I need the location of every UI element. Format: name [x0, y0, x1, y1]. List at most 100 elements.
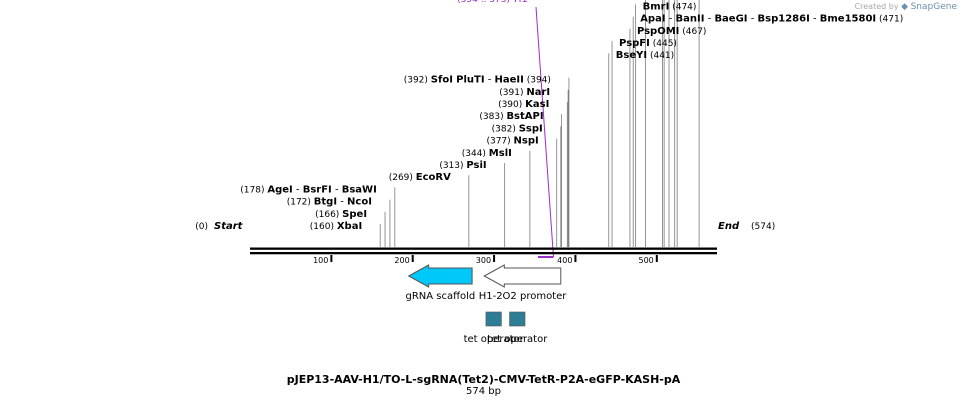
site-name: SpeI — [342, 209, 367, 220]
restriction-site-label: BseYI (441) — [616, 50, 674, 61]
site-position: (474) — [669, 2, 696, 12]
restriction-site-label: (313) PsiI — [439, 160, 486, 171]
site-name: NspI — [514, 136, 539, 147]
ruler-label: 200 — [394, 256, 409, 265]
site-name: PspFI — [619, 38, 650, 49]
feature-arrow — [483, 264, 562, 288]
site-name: MslI — [489, 148, 512, 159]
restriction-site-label: (383) BstAPI — [479, 111, 543, 122]
site-position: (392) — [404, 76, 431, 86]
site-separator: - — [337, 197, 347, 208]
feature-label: gRNA scaffold — [405, 291, 475, 302]
site-name: SspI — [519, 123, 543, 134]
restriction-site-label: (392) SfoI PluTI - HaeII (394) — [404, 75, 551, 86]
site-separator: - — [748, 14, 758, 25]
feature-leader-line — [535, 7, 554, 258]
site-separator: - — [666, 14, 676, 25]
restriction-site-label: (178) AgeI - BsrFI - BsaWI — [240, 184, 377, 195]
site-name: KasI — [525, 99, 549, 110]
site-position: (313) — [439, 161, 466, 171]
sequence-strand-top — [250, 247, 717, 250]
site-position: (391) — [499, 88, 526, 98]
restriction-site-label: (391) NarI — [499, 87, 550, 98]
site-position: (467) — [679, 27, 706, 37]
sequence-strand-bottom — [250, 252, 717, 255]
site-position: (344) — [462, 149, 489, 159]
site-name: ApaI — [640, 14, 665, 25]
restriction-site-label: ApaI - BanII - BaeGI - Bsp1286I - Bme158… — [640, 14, 903, 25]
site-name: AgeI — [267, 184, 292, 195]
site-name: PspOMI — [637, 26, 679, 37]
site-position: (178) — [240, 185, 267, 195]
site-name: Bsp1286I — [758, 14, 810, 25]
site-separator: - — [332, 184, 342, 195]
restriction-site-label: (160) XbaI — [310, 221, 362, 232]
site-name: PluTI — [456, 75, 484, 86]
restriction-site-label: (377) NspI — [486, 136, 538, 147]
site-position: (160) — [310, 222, 337, 232]
site-name: SfoI — [431, 75, 453, 86]
site-separator: - — [485, 75, 495, 86]
site-separator: - — [704, 14, 714, 25]
site-name: BmrI — [643, 1, 670, 12]
site-position: (382) — [492, 124, 519, 134]
restriction-site-label: (166) SpeI — [315, 209, 367, 220]
feature-label: tet operator — [487, 334, 548, 345]
start-position: (0) — [195, 222, 208, 232]
site-name: Bme1580I — [820, 14, 876, 25]
site-name: BsaWI — [342, 184, 377, 195]
plasmid-name: pJEP13-AAV-H1/TO-L-sgRNA(Tet2)-CMV-TetR-… — [286, 373, 681, 386]
feature-arrow — [407, 264, 473, 288]
restriction-site-label: (390) KasI — [498, 99, 549, 110]
site-position: (166) — [315, 210, 342, 220]
feature-name-label: H1 — [514, 0, 528, 5]
ruler-label: 400 — [557, 256, 572, 265]
site-separator: - — [810, 14, 820, 25]
site-position: (390) — [498, 100, 525, 110]
site-name: BsrFI — [303, 184, 332, 195]
restriction-site-label: (269) EcoRV — [389, 172, 451, 183]
site-name: EcoRV — [416, 172, 451, 183]
snapgene-credit: Created by ◆ SnapGene — [855, 2, 957, 12]
site-position: (269) — [389, 173, 416, 183]
site-position: (441) — [647, 51, 674, 61]
ruler-label: 300 — [476, 256, 491, 265]
credit-brand: SnapGene — [910, 2, 957, 12]
site-position: (383) — [479, 112, 506, 122]
restriction-site-label: (344) MslI — [462, 148, 512, 159]
plasmid-length: 574 bp — [466, 386, 501, 397]
feature-label: H1-2O2 promoter — [479, 291, 568, 302]
site-separator: - — [293, 184, 303, 195]
snapgene-logo-icon: ◆ — [901, 2, 909, 12]
site-name: HaeII — [495, 75, 524, 86]
site-name: NarI — [526, 87, 550, 98]
restriction-site-label: (382) SspI — [492, 123, 543, 134]
site-name: PsiI — [466, 160, 486, 171]
restriction-site-label: (172) BtgI - NcoI — [287, 197, 372, 208]
ruler-label: 100 — [313, 256, 328, 265]
site-position: (471) — [876, 15, 903, 25]
restriction-site-label: PspFI (445) — [619, 38, 677, 49]
site-name: XbaI — [337, 221, 362, 232]
restriction-site-label: PspOMI (467) — [637, 26, 707, 37]
site-name: BanII — [676, 14, 705, 25]
site-position: (445) — [650, 39, 677, 49]
ruler-label: 500 — [639, 256, 654, 265]
site-position: (172) — [287, 198, 314, 208]
site-name: BaeGI — [714, 14, 747, 25]
start-label: Start — [214, 221, 244, 232]
feature-box — [509, 311, 526, 327]
restriction-site-label: BmrI (474) — [643, 1, 697, 12]
site-name: BseYI — [616, 50, 647, 61]
site-position: (394) — [524, 76, 551, 86]
site-name: BtgI — [314, 197, 337, 208]
feature-box — [485, 311, 502, 327]
credit-text: Created by — [854, 2, 899, 11]
site-name: BstAPI — [506, 111, 543, 122]
site-position: (377) — [486, 137, 513, 147]
end-label: End — [718, 221, 740, 232]
feature-range-label: (354 .. 373) — [457, 0, 510, 5]
end-position: (574) — [751, 222, 775, 232]
site-name: NcoI — [347, 197, 372, 208]
